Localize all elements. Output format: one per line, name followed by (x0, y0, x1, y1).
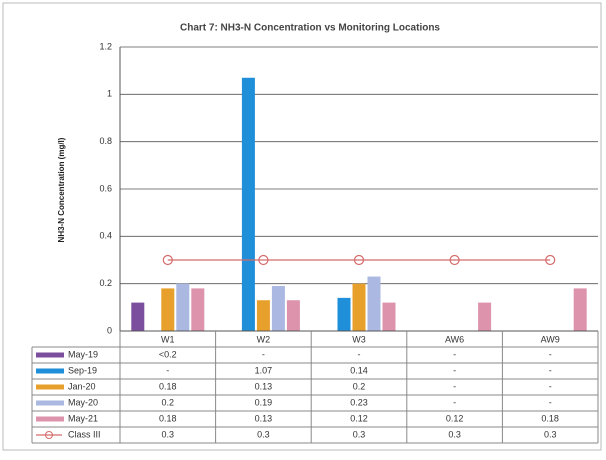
x-tick-label: W2 (257, 334, 271, 344)
bar (352, 283, 366, 331)
bar (241, 77, 255, 332)
y-tick-label: 0.4 (99, 231, 112, 241)
table-cell: <0.2 (159, 349, 177, 359)
bar (573, 288, 587, 331)
x-tick-label: W1 (161, 334, 175, 344)
table-cell: 0.19 (255, 397, 273, 407)
table-cell: - (358, 349, 361, 359)
y-tick-label: 1.2 (99, 41, 112, 51)
x-tick-label: AW9 (541, 334, 560, 344)
table-cell: 0.2 (162, 397, 175, 407)
bar (161, 288, 175, 331)
legend-swatch (36, 368, 64, 374)
table-cell: 0.3 (448, 429, 461, 439)
table-cell: - (453, 397, 456, 407)
table-cell: 0.3 (353, 429, 366, 439)
legend-swatch (36, 352, 64, 358)
bar (337, 297, 351, 331)
frame (2, 2, 602, 451)
y-tick-label: 0.8 (99, 136, 112, 146)
table-cell: 0.23 (350, 397, 368, 407)
line-marker (545, 254, 556, 266)
y-tick-label: 1 (107, 89, 112, 99)
table-cell: - (549, 365, 552, 375)
table-cell: 0.14 (350, 365, 368, 375)
x-tick-label: W3 (352, 334, 366, 344)
x-tick-label: AW6 (445, 334, 464, 344)
chart-title: Chart 7: NH3-N Concentration vs Monitori… (180, 23, 440, 34)
table-cell: 0.2 (353, 381, 366, 391)
table-cell: - (453, 381, 456, 391)
line-marker (353, 254, 365, 266)
line-marker (449, 254, 460, 266)
legend-swatch (36, 400, 64, 406)
legend-label: May-20 (68, 397, 98, 407)
bar (286, 300, 300, 331)
line-marker (162, 254, 173, 266)
line-marker (258, 254, 269, 266)
table-cell: - (262, 349, 265, 359)
table-cell: 0.3 (162, 429, 175, 439)
table-cell: 0.18 (541, 413, 559, 423)
table-cell: 0.18 (159, 381, 177, 391)
table-cell: - (453, 349, 456, 359)
legend-swatch (36, 384, 64, 390)
legend-label: Sep-19 (68, 365, 97, 375)
table-cell: 0.13 (255, 413, 273, 423)
table-cell: - (453, 365, 456, 375)
legend-label: May-19 (68, 349, 98, 359)
bar (367, 276, 381, 331)
legend-swatch (36, 416, 64, 422)
y-axis-label: NH3-N Concentration (mg/l) (57, 137, 66, 242)
table-cell: - (549, 397, 552, 407)
legend-label: May-21 (68, 413, 98, 423)
y-tick-label: 0.6 (99, 183, 112, 193)
bar (191, 288, 205, 331)
bar (176, 283, 190, 331)
bar (478, 302, 492, 331)
table-cell: - (549, 381, 552, 391)
legend-label: Class III (68, 429, 101, 439)
bar (271, 286, 285, 331)
table-cell: 0.12 (350, 413, 368, 423)
y-tick-label: 0 (107, 325, 112, 335)
table-cell: 0.12 (446, 413, 464, 423)
table-cell: 0.3 (257, 429, 270, 439)
table-cell: - (166, 365, 169, 375)
table-cell: - (549, 349, 552, 359)
y-tick-label: 0.2 (99, 278, 112, 288)
table-cell: 0.18 (159, 413, 177, 423)
bar (256, 300, 270, 331)
bar (131, 302, 145, 331)
legend-label: Jan-20 (68, 381, 96, 391)
table-cell: 0.3 (544, 429, 557, 439)
legend-swatch (45, 431, 53, 439)
table-cell: 0.13 (255, 381, 273, 391)
bar (382, 302, 396, 331)
table-cell: 1.07 (255, 365, 273, 375)
